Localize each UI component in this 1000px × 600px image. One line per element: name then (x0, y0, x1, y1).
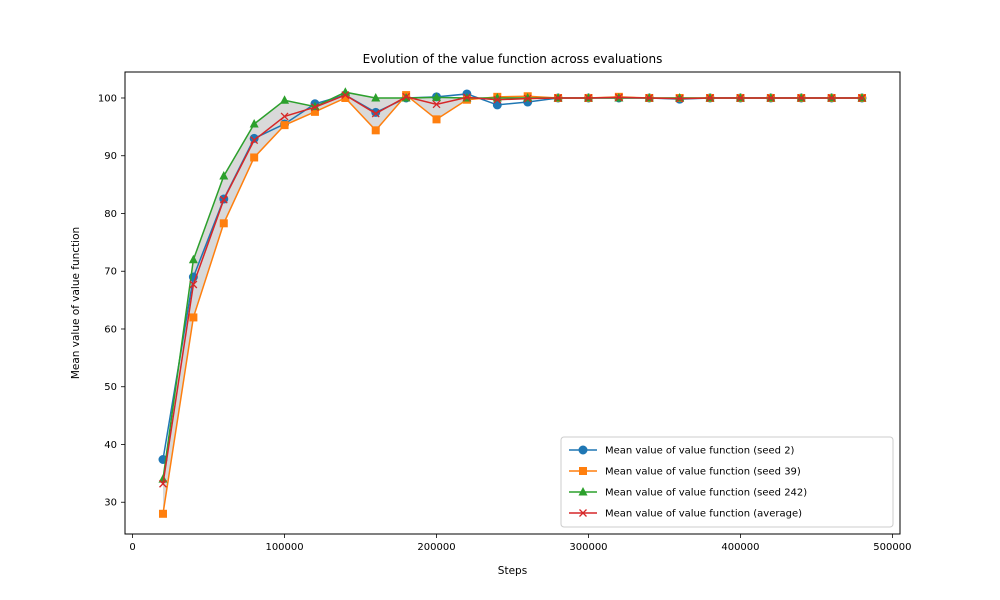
data-point (158, 509, 167, 518)
data-point (493, 95, 502, 104)
y-tick-label: 40 (104, 440, 117, 451)
data-point (432, 115, 441, 124)
legend-marker (578, 445, 588, 455)
legend-marker (579, 467, 587, 475)
legend-marker (579, 509, 587, 517)
data-point (371, 126, 380, 135)
data-point (249, 133, 259, 143)
legend-label: Mean value of value function (seed 242) (605, 488, 807, 499)
legend-entry: Mean value of value function (seed 242) (569, 487, 807, 499)
legend-box (560, 436, 894, 528)
y-axis-label: Mean value of value function (70, 227, 82, 379)
legend: Mean value of value function (seed 2) Mea… (560, 436, 894, 528)
y-tick-label: 80 (104, 209, 117, 220)
data-point (797, 94, 806, 102)
x-tick-label: 200000 (417, 542, 455, 553)
data-point (614, 93, 623, 102)
data-point (766, 94, 775, 102)
data-point (371, 109, 380, 118)
data-point (858, 94, 866, 102)
x-tick-label: 400000 (721, 542, 759, 553)
chart-title: Evolution of the value function across e… (363, 52, 663, 66)
x-axis-label: Steps (498, 565, 527, 577)
data-point (341, 91, 350, 100)
y-tick-label: 60 (104, 324, 117, 335)
data-point (584, 94, 593, 102)
y-axis: 30 40 50 60 70 80 90 100 (98, 93, 125, 509)
data-point (675, 92, 685, 102)
x-tick-label: 100000 (265, 542, 303, 553)
x-tick-label: 500000 (873, 542, 911, 553)
data-point (736, 94, 745, 102)
data-point (158, 474, 168, 483)
data-point (249, 118, 259, 128)
data-point (280, 95, 290, 104)
x-tick-label: 300000 (569, 542, 607, 553)
y-tick-label: 50 (104, 382, 117, 393)
data-point (188, 254, 198, 264)
series-line (162, 94, 863, 484)
series-3 (159, 91, 866, 488)
y-tick-label: 90 (104, 151, 117, 162)
data-point (189, 280, 198, 289)
data-point (219, 170, 229, 180)
data-point (827, 94, 836, 102)
plot-frame (124, 71, 901, 535)
data-point (402, 92, 411, 101)
legend-label: Mean value of value function (average) (605, 509, 802, 520)
data-point (219, 219, 228, 228)
series-layer (158, 87, 867, 518)
data-point (432, 92, 442, 101)
x-tick-label: 0 (129, 542, 135, 553)
data-point (189, 313, 198, 322)
data-point (371, 107, 381, 117)
data-point (250, 153, 259, 162)
data-point (432, 100, 441, 109)
data-point (706, 94, 715, 102)
data-point (523, 94, 532, 103)
y-tick-label: 70 (104, 267, 117, 278)
legend-marker (578, 487, 588, 496)
data-point (280, 112, 289, 121)
data-point (310, 107, 319, 116)
data-point (310, 103, 319, 112)
data-point (675, 94, 684, 103)
legend-label: Mean value of value function (seed 39) (605, 467, 801, 478)
data-point (645, 94, 654, 102)
data-point (280, 121, 289, 130)
data-point (341, 93, 350, 102)
legend-label: Mean value of value function (seed 2) (605, 446, 795, 457)
legend-entry: Mean value of value function (seed 2) (569, 445, 795, 457)
data-point (219, 195, 228, 204)
data-point (159, 479, 167, 488)
legend-entry: Mean value of value function (seed 39) (569, 467, 801, 478)
data-point (462, 93, 471, 102)
data-point (371, 92, 381, 102)
x-axis: 0 100000 200000 300000 400000 500000 (129, 534, 911, 553)
data-point (250, 136, 259, 145)
data-point (554, 94, 563, 102)
legend-entry: Mean value of value function (average) (569, 509, 802, 520)
y-tick-label: 100 (98, 93, 117, 104)
y-tick-label: 30 (104, 498, 117, 509)
